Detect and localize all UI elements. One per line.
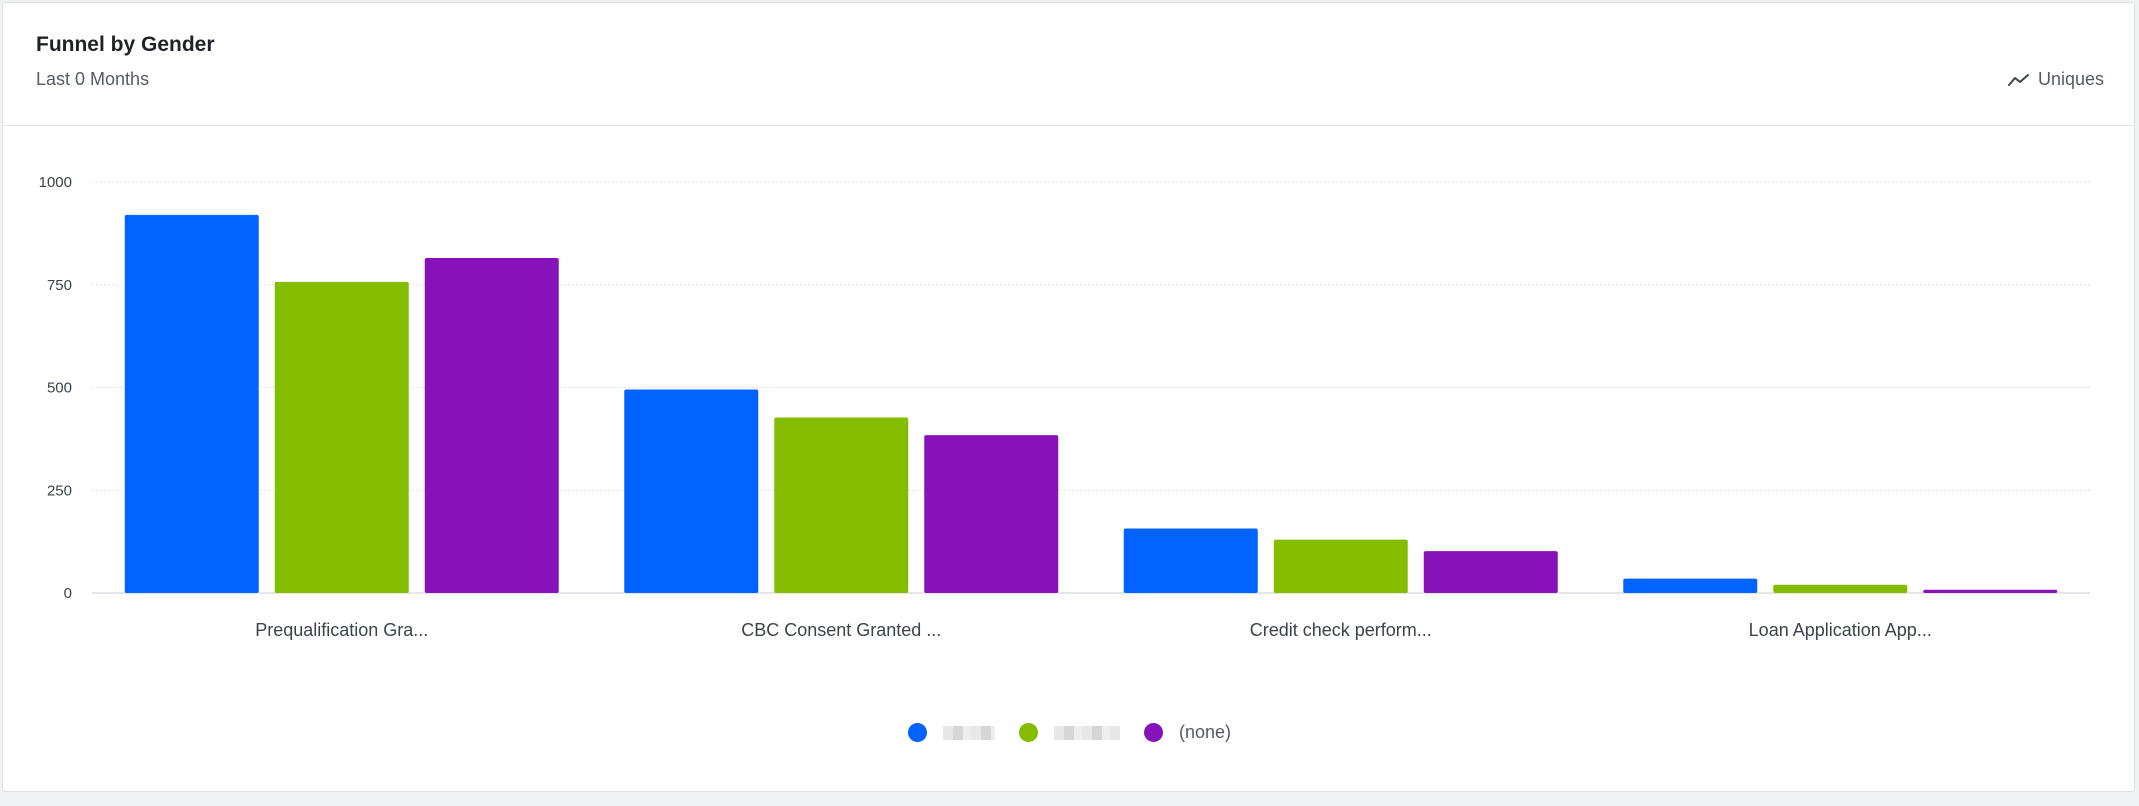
metric-label: Uniques [2037, 69, 2104, 89]
y-tick-label: 250 [47, 482, 72, 499]
bar [924, 435, 1059, 593]
legend-swatch-blue [907, 723, 927, 742]
x-tick-label: CBC Consent Granted ... [741, 620, 941, 640]
y-tick-label: 500 [47, 380, 72, 397]
legend-label: (none) [1178, 722, 1232, 742]
bar [774, 417, 909, 593]
legend-item-series-2[interactable] [1018, 723, 1120, 742]
chart-title: Funnel by Gender [36, 33, 215, 56]
bar [274, 281, 409, 593]
bar [1123, 528, 1258, 593]
legend-label-redacted [1053, 725, 1120, 740]
y-tick-label: 0 [64, 585, 72, 602]
y-tick-label: 750 [47, 277, 72, 294]
legend-item-series-3[interactable]: (none) [1143, 722, 1232, 743]
legend-swatch-green [1018, 723, 1038, 742]
x-tick-label: Credit check perform... [1250, 620, 1432, 640]
bar [1923, 589, 2058, 593]
bar [1423, 551, 1558, 593]
bar [1773, 584, 1908, 593]
chart-legend: (none) [0, 722, 2139, 743]
date-range-label: Last 0 Months [36, 69, 150, 89]
bar [1623, 578, 1758, 593]
bar [624, 389, 759, 593]
bar [424, 258, 559, 593]
legend-label-redacted [942, 725, 995, 740]
trend-line-icon [2007, 73, 2030, 87]
bar [1273, 539, 1408, 593]
y-tick-label: 1000 [39, 174, 72, 191]
bar [124, 214, 259, 593]
x-tick-label: Loan Application App... [1749, 620, 1932, 640]
legend-swatch-purple [1143, 723, 1163, 742]
metric-selector[interactable]: Uniques [2007, 69, 2104, 90]
x-tick-label: Prequalification Gra... [255, 620, 428, 640]
legend-item-series-1[interactable] [907, 723, 995, 742]
card-header: Funnel by Gender Last 0 Months Uniques [3, 3, 2134, 126]
